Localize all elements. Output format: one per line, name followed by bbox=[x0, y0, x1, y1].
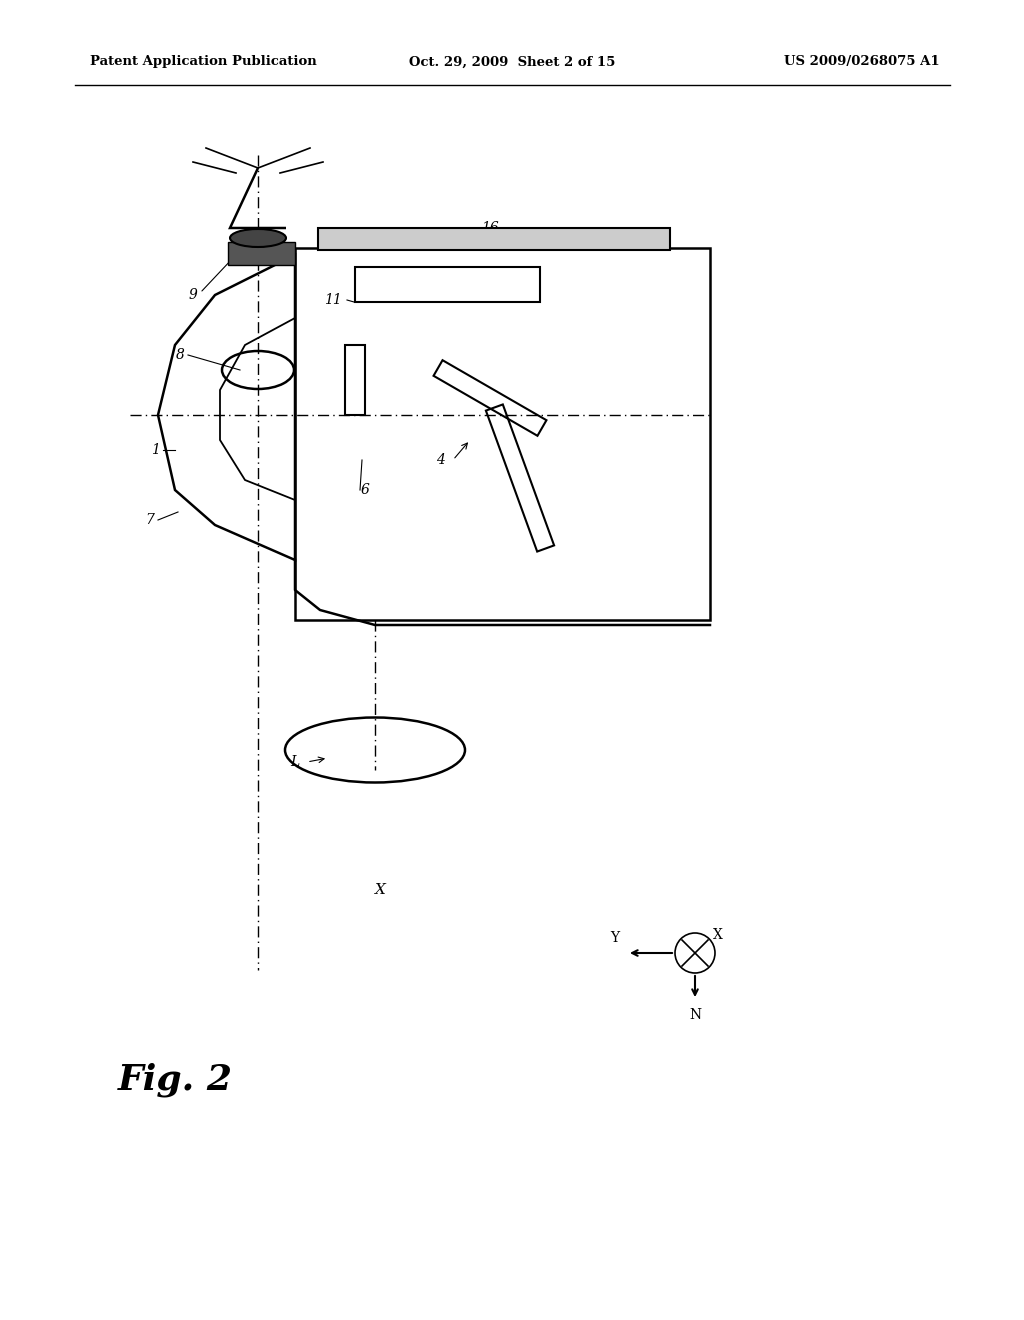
Text: X: X bbox=[375, 883, 385, 898]
Text: Y: Y bbox=[610, 931, 620, 945]
Text: N: N bbox=[689, 1008, 701, 1022]
Text: L: L bbox=[291, 755, 300, 770]
Text: Fig. 2: Fig. 2 bbox=[118, 1063, 232, 1097]
Text: Patent Application Publication: Patent Application Publication bbox=[90, 55, 316, 69]
Text: Oct. 29, 2009  Sheet 2 of 15: Oct. 29, 2009 Sheet 2 of 15 bbox=[409, 55, 615, 69]
Text: 7: 7 bbox=[145, 513, 155, 527]
Ellipse shape bbox=[230, 228, 286, 247]
Text: 4: 4 bbox=[435, 453, 444, 467]
Bar bbox=[355, 267, 540, 302]
Bar bbox=[228, 242, 295, 265]
Bar bbox=[345, 345, 365, 414]
Text: 9: 9 bbox=[188, 288, 198, 302]
Text: X: X bbox=[713, 928, 723, 942]
Text: US 2009/0268075 A1: US 2009/0268075 A1 bbox=[784, 55, 940, 69]
Bar bbox=[318, 228, 670, 249]
Text: 6: 6 bbox=[360, 483, 370, 498]
Text: 11: 11 bbox=[325, 293, 342, 308]
Text: 8: 8 bbox=[175, 348, 184, 362]
Text: 1: 1 bbox=[151, 444, 160, 457]
Text: 16: 16 bbox=[481, 220, 499, 235]
